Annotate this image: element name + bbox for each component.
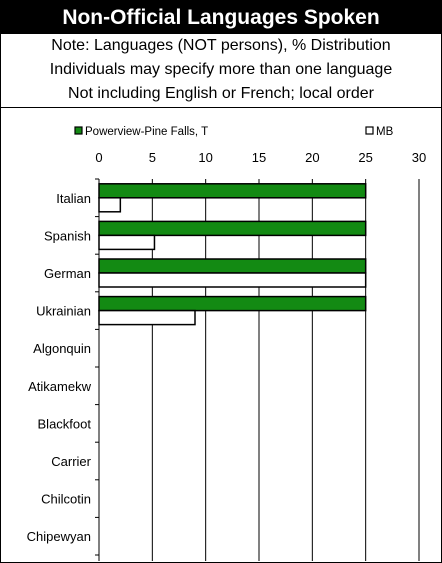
- category-label: Italian: [56, 191, 91, 206]
- x-tick-label: 10: [198, 150, 212, 165]
- bar-town: [98, 295, 367, 312]
- x-tick-label: 5: [149, 150, 156, 165]
- legend-swatch-1: [365, 126, 374, 135]
- category-label: Carrier: [51, 454, 91, 469]
- legend-swatch-0: [74, 126, 83, 135]
- x-tick-label: 15: [252, 150, 266, 165]
- category-label: German: [44, 266, 91, 281]
- bar-mb: [98, 272, 367, 288]
- bar-mb: [98, 197, 122, 213]
- category-label: Spanish: [44, 228, 91, 243]
- bar-mb: [98, 234, 156, 251]
- note-line-2: Individuals may specify more than one la…: [49, 61, 393, 78]
- category-label: Algonquin: [33, 341, 91, 356]
- legend-label-0: Powerview-Pine Falls, T: [85, 126, 208, 138]
- x-tick-label: 30: [412, 150, 426, 165]
- x-tick-label: 0: [95, 150, 102, 165]
- chart-title: Non-Official Languages Spoken: [1, 1, 441, 34]
- category-label: Atikamekw: [28, 379, 91, 394]
- bar-town: [98, 258, 367, 274]
- bar-town: [98, 183, 367, 199]
- note-line-3: Not including English or French; local o…: [68, 85, 374, 102]
- bar-town: [98, 220, 367, 237]
- category-label: Blackfoot: [38, 416, 92, 431]
- category-label: Chipewyan: [27, 529, 91, 544]
- bar-mb: [98, 309, 196, 326]
- legend-label-1: MB: [376, 126, 394, 138]
- x-tick-label: 25: [358, 150, 372, 165]
- bar-chart: Powerview-Pine Falls, T MB 0 5 10 15 20 25 30 Ita…: [27, 126, 426, 561]
- note-line-1: Note: Languages (NOT persons), % Distrib…: [51, 37, 391, 54]
- x-tick-label: 20: [305, 150, 319, 165]
- notes-block: Note: Languages (NOT persons), % Distrib…: [1, 34, 441, 108]
- category-label: Ukrainian: [36, 304, 91, 319]
- category-label: Chilcotin: [41, 492, 91, 507]
